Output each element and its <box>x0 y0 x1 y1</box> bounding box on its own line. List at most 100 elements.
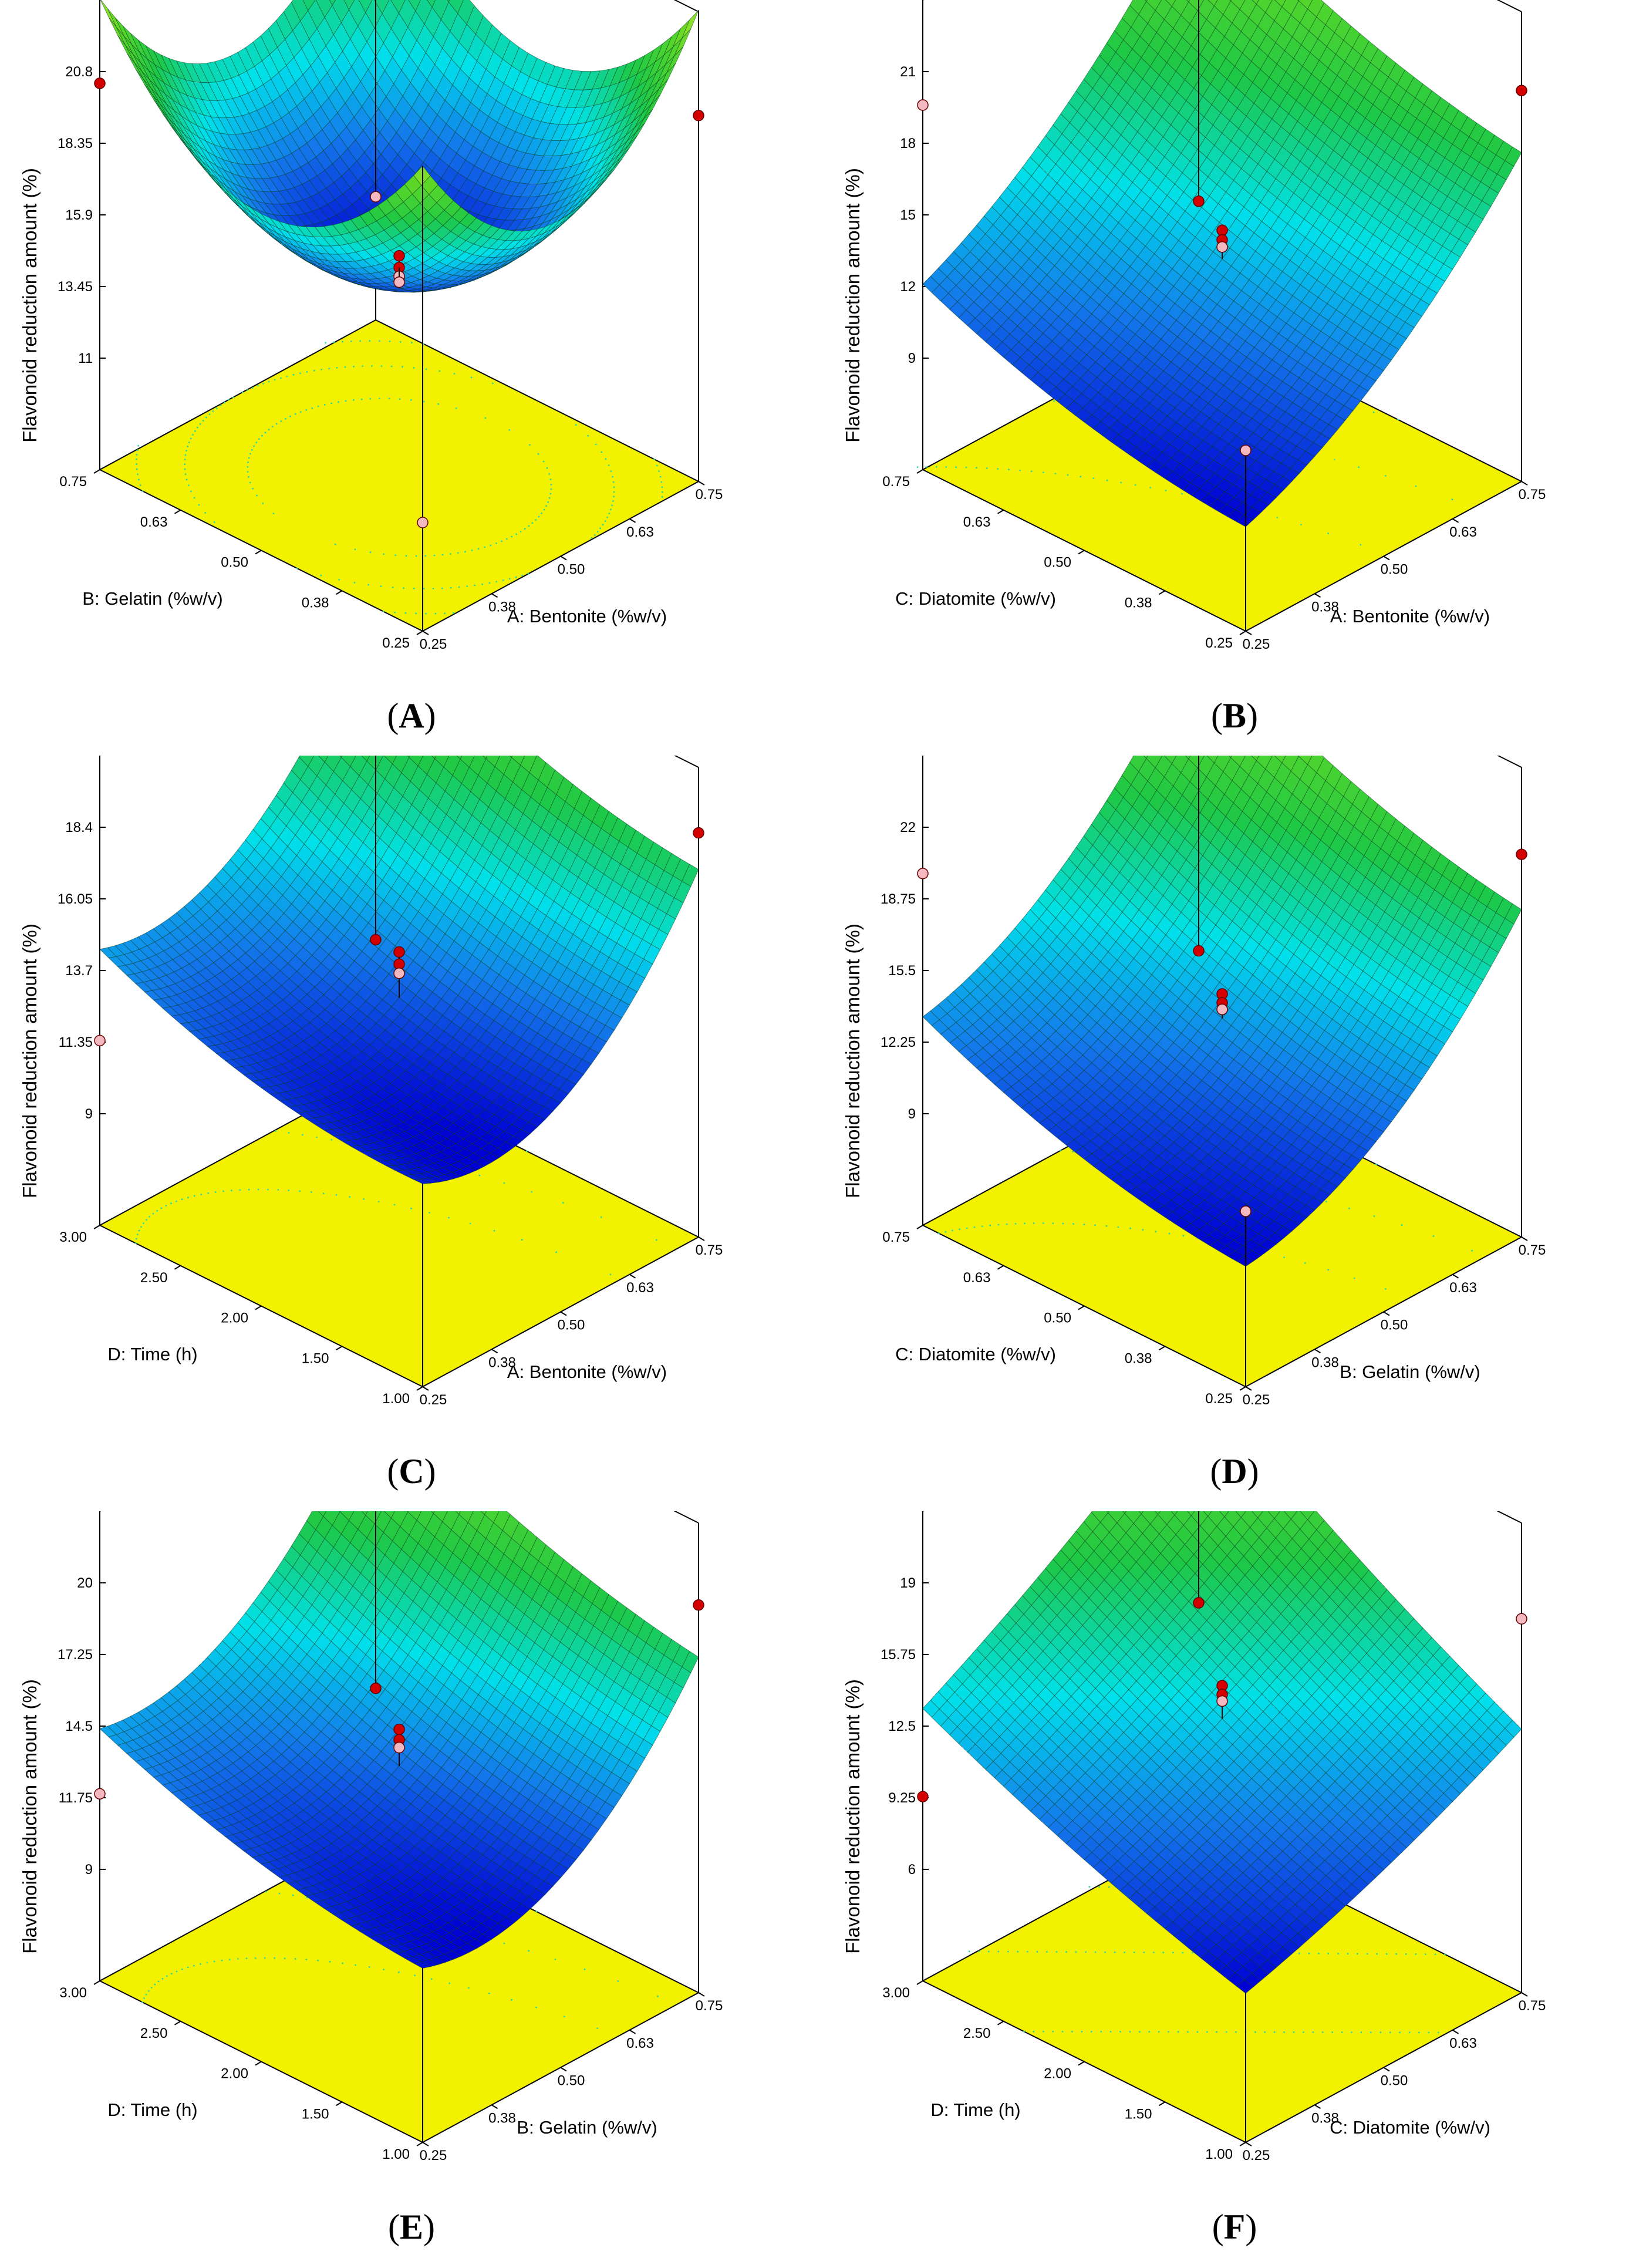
y-tick <box>1158 1346 1166 1351</box>
x-tick <box>1383 1311 1390 1316</box>
y-tick-label: 0.25 <box>1205 635 1233 651</box>
observed-point-above <box>94 77 106 89</box>
response-surface <box>922 0 1522 527</box>
panel-caption-b: (B) <box>1211 696 1258 735</box>
y-tick-label: 0.25 <box>382 635 410 651</box>
design-point <box>1216 241 1228 260</box>
x-tick <box>629 518 636 523</box>
y-tick-label: 1.50 <box>302 1350 329 1366</box>
observed-point-below <box>393 276 405 288</box>
y-tick <box>174 1265 181 1270</box>
design-point <box>393 267 405 288</box>
y-tick-label: 2.00 <box>221 1310 248 1326</box>
y-axis-label: C: Diatomite (%w/v) <box>895 588 1056 609</box>
y-tick <box>93 469 100 474</box>
z-tick-label: 15.9 <box>65 207 93 223</box>
surface-cell <box>1236 514 1254 527</box>
observed-point-below <box>94 1034 106 1047</box>
y-tick-label: 0.63 <box>140 514 168 530</box>
design-points <box>917 0 1527 527</box>
surface-cell <box>1251 756 1260 761</box>
z-tick-label: 16.05 <box>58 891 93 907</box>
response-surface <box>922 756 1522 1267</box>
z-axis-label: Flavonoid reduction amount (%) <box>842 168 864 443</box>
y-axis-label: C: Diatomite (%w/v) <box>895 1344 1056 1364</box>
surface-cell <box>1252 0 1259 5</box>
chart-panel-a: 11 13.45 15.9 18.35 20.8 Flavonoid reduction … <box>0 0 823 756</box>
z-tick-label: 20.8 <box>65 64 93 80</box>
x-tick <box>1314 593 1321 598</box>
y-axis-label: B: Gelatin (%w/v) <box>82 588 222 609</box>
observed-point-above <box>1516 85 1527 96</box>
y-tick-label: 2.50 <box>140 1270 168 1286</box>
z-axis-label: Flavonoid reduction amount (%) <box>19 924 41 1198</box>
x-tick-label: 0.50 <box>1381 562 1408 578</box>
observed-point-below <box>1240 444 1252 456</box>
design-points <box>94 0 704 528</box>
x-tick <box>560 1311 567 1316</box>
z-tick-label: 18.4 <box>65 820 93 835</box>
x-tick-label: 0.63 <box>1449 1280 1477 1296</box>
x-axis-label: A: Bentonite (%w/v) <box>507 606 667 626</box>
x-tick-label: 0.75 <box>1519 487 1546 503</box>
y-tick-label: 0.38 <box>1125 1350 1152 1366</box>
y-tick <box>1239 1386 1246 1391</box>
surface-cell <box>427 0 436 8</box>
x-tick <box>1245 631 1252 635</box>
x-tick-label: 0.50 <box>558 562 585 578</box>
y-tick <box>255 1305 262 1310</box>
z-tick-label: 11.35 <box>59 1034 93 1050</box>
x-tick-label: 0.25 <box>420 1392 447 1408</box>
x-tick <box>1521 481 1528 486</box>
observed-point-below <box>417 517 429 528</box>
x-tick <box>629 1273 636 1279</box>
z-tick-label: 11 <box>78 351 93 366</box>
x-tick-label: 0.63 <box>626 1280 654 1296</box>
floor-plane <box>98 319 700 632</box>
chart-panel-d: 9 12.25 15.5 18.75 22 Flavonoid reduction amo… <box>823 756 1646 1511</box>
y-tick-label: 1.00 <box>382 1391 410 1407</box>
x-tick-label: 0.25 <box>1243 1392 1270 1408</box>
z-tick-label: 9 <box>908 351 916 366</box>
x-axis-label: A: Bentonite (%w/v) <box>507 1362 667 1382</box>
y-tick <box>255 550 262 555</box>
x-tick <box>1521 1236 1528 1241</box>
surface-cell <box>413 1178 431 1184</box>
y-tick <box>997 509 1004 514</box>
x-tick-label: 0.38 <box>1311 599 1339 615</box>
design-point <box>917 99 929 141</box>
observed-point-below <box>917 99 929 111</box>
y-axis-label: D: Time (h) <box>107 1344 197 1364</box>
design-point <box>370 756 382 946</box>
z-tick-label: 13.7 <box>65 963 93 979</box>
z-tick-label: 12 <box>900 279 916 295</box>
x-tick-label: 0.75 <box>696 487 723 503</box>
y-tick-label: 0.50 <box>1044 1310 1071 1326</box>
y-tick <box>335 590 343 595</box>
y-tick <box>416 1386 423 1391</box>
y-tick <box>1158 590 1166 595</box>
observed-point-above <box>393 250 405 262</box>
surface-cell <box>1185 756 1191 760</box>
z-tick-label: 18.75 <box>881 891 916 907</box>
z-tick-label: 18 <box>900 136 916 151</box>
z-tick-label: 22 <box>900 820 916 835</box>
x-tick <box>1245 1386 1252 1391</box>
panel-caption-c: (C) <box>387 1452 436 1491</box>
z-tick-label: 15.5 <box>888 963 916 979</box>
x-tick-label: 0.38 <box>488 599 516 615</box>
y-tick <box>335 1346 343 1351</box>
design-point <box>1240 444 1252 527</box>
y-tick-label: 0.75 <box>882 474 910 490</box>
observed-point-above <box>393 946 405 958</box>
x-tick-label: 0.38 <box>1311 1354 1339 1370</box>
x-tick <box>422 631 429 635</box>
z-axis-label: Flavonoid reduction amount (%) <box>842 924 864 1198</box>
y-tick-label: 0.63 <box>963 514 991 530</box>
design-point <box>693 10 704 122</box>
x-tick <box>1452 518 1459 523</box>
